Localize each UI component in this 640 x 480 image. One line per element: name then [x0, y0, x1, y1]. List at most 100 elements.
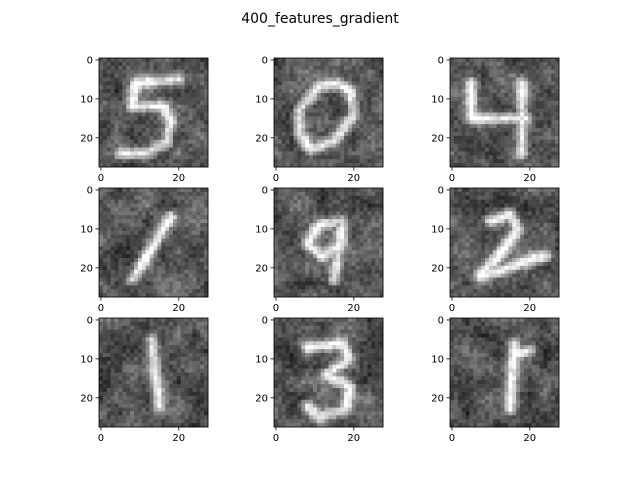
- heatmap-cell: [523, 81, 529, 86]
- heatmap-cell: [332, 293, 337, 298]
- heatmap-cell: [492, 219, 498, 224]
- heatmap-cell: [297, 89, 302, 94]
- heatmap-cell: [188, 207, 193, 212]
- heatmap-cell: [99, 293, 104, 298]
- heatmap-cell: [359, 104, 364, 109]
- heatmap-cell: [106, 261, 112, 267]
- heatmap-cell: [520, 120, 525, 125]
- heatmap-cell: [110, 85, 115, 90]
- heatmap-cell: [305, 211, 310, 216]
- heatmap-cell: [149, 321, 154, 327]
- heatmap-cell: [145, 188, 150, 193]
- heatmap-cell: [351, 135, 357, 141]
- heatmap-cell: [180, 258, 185, 263]
- heatmap-cell: [196, 199, 201, 204]
- heatmap-cell: [477, 199, 482, 204]
- heatmap-cell: [157, 265, 162, 271]
- heatmap-cell: [450, 199, 455, 204]
- heatmap-cell: [379, 285, 384, 290]
- heatmap-cell: [141, 269, 147, 274]
- heatmap-cell: [469, 58, 474, 63]
- heatmap-cell: [200, 246, 205, 251]
- heatmap-cell: [450, 104, 455, 109]
- heatmap-cell: [309, 230, 314, 236]
- heatmap-cell: [547, 199, 552, 204]
- heatmap-cell: [461, 254, 466, 259]
- heatmap-cell: [153, 337, 158, 342]
- heatmap-cell: [102, 329, 108, 334]
- heatmap-cell: [106, 333, 112, 338]
- heatmap-cell: [351, 128, 357, 133]
- heatmap-cell: [172, 139, 178, 144]
- heatmap-cell: [204, 199, 209, 204]
- heatmap-cell: [102, 143, 108, 148]
- heatmap-cell: [204, 85, 209, 90]
- heatmap-cell: [145, 242, 150, 247]
- heatmap-cell: [465, 188, 470, 193]
- heatmap-cell: [192, 77, 197, 82]
- heatmap-cell: [367, 93, 372, 98]
- heatmap-cell: [367, 81, 372, 86]
- heatmap-cell: [180, 285, 185, 290]
- heatmap-cell: [277, 151, 283, 156]
- heatmap-cell: [169, 163, 174, 168]
- heatmap-cell: [523, 219, 529, 224]
- heatmap-cell: [355, 163, 360, 168]
- heatmap-cell: [192, 258, 197, 263]
- heatmap-cell: [504, 199, 509, 204]
- heatmap-cell: [196, 188, 201, 193]
- heatmap-cell: [367, 77, 372, 82]
- heatmap-cell: [469, 188, 474, 193]
- heatmap-cell: [176, 281, 182, 286]
- heatmap-cell: [555, 207, 560, 212]
- heatmap-cell: [309, 131, 314, 137]
- heatmap-cell: [485, 131, 490, 137]
- heatmap-cell: [488, 159, 494, 164]
- heatmap-cell: [523, 112, 529, 117]
- heatmap-cell: [312, 250, 318, 255]
- heatmap-cell: [320, 215, 325, 220]
- heatmap-cell: [344, 191, 349, 197]
- heatmap-cell: [516, 116, 521, 121]
- heatmap-cell: [126, 124, 131, 129]
- heatmap-cell: [324, 230, 329, 236]
- heatmap-cell: [188, 223, 193, 228]
- heatmap-cell: [141, 293, 147, 298]
- heatmap-cell: [281, 273, 287, 278]
- heatmap-cell: [130, 199, 135, 204]
- axes-frame: [273, 187, 384, 298]
- heatmap-cell: [324, 143, 329, 148]
- heatmap-cell: [102, 61, 108, 67]
- heatmap-cell: [141, 329, 147, 334]
- heatmap-cell: [473, 269, 478, 274]
- heatmap-cell: [281, 226, 287, 232]
- heatmap-cell: [99, 151, 104, 156]
- heatmap-cell: [371, 269, 376, 274]
- heatmap-cell: [180, 191, 185, 197]
- heatmap-cell: [465, 203, 470, 208]
- heatmap-cell: [196, 73, 201, 78]
- heatmap-cell: [312, 230, 318, 236]
- heatmap-cell: [523, 61, 529, 67]
- heatmap-cell: [465, 215, 470, 220]
- heatmap-cell: [102, 191, 108, 197]
- heatmap-cell: [309, 159, 314, 164]
- heatmap-cell: [172, 81, 178, 86]
- heatmap-cell: [172, 128, 178, 133]
- heatmap-cell: [555, 143, 560, 148]
- heatmap-cell: [539, 199, 544, 204]
- heatmap-cell: [379, 188, 384, 193]
- heatmap-cell: [450, 203, 455, 208]
- heatmap-cell: [457, 96, 463, 102]
- heatmap-cell: [551, 219, 556, 224]
- heatmap-cell: [488, 143, 494, 148]
- heatmap-cell: [359, 230, 364, 236]
- heatmap-cell: [523, 120, 529, 125]
- heatmap-cell: [312, 147, 318, 152]
- heatmap-cell: [363, 61, 368, 67]
- heatmap-cell: [344, 147, 349, 152]
- heatmap-cell: [496, 73, 501, 78]
- heatmap-cell: [277, 131, 283, 137]
- heatmap-cell: [161, 61, 166, 67]
- heatmap-cell: [297, 116, 302, 121]
